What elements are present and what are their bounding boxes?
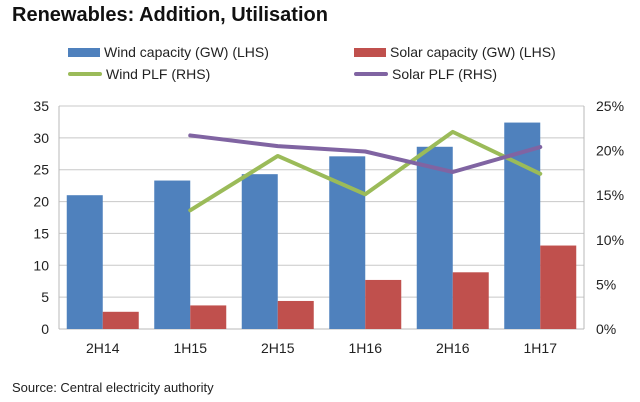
legend-swatch-wind-capacity: [68, 47, 100, 57]
legend-label: Solar PLF (RHS): [392, 66, 498, 82]
bar-wind-capacity-gw-lhs-2H14: [66, 195, 103, 329]
y-tick-label-left: 20: [33, 194, 49, 210]
bar-wind-capacity-gw-lhs-2H16: [416, 146, 453, 329]
y-tick-label-left: 30: [33, 130, 49, 146]
y-tick-label-right: 0%: [596, 321, 616, 337]
bar-wind-capacity-gw-lhs-2H15: [241, 174, 278, 329]
legend-swatch-solar-plf: [354, 72, 388, 76]
y-tick-label-left: 35: [33, 98, 49, 114]
x-tick-label: 1H15: [174, 340, 208, 356]
y-tick-label-right: 25%: [596, 98, 624, 114]
y-tick-label-right: 10%: [596, 232, 624, 248]
x-tick-label: 2H16: [436, 340, 470, 356]
y-tick-label-right: 5%: [596, 276, 616, 292]
bar-solar-capacity-gw-lhs-2H16: [452, 272, 489, 329]
source-note: Source: Central electricity authority: [12, 380, 214, 395]
y-tick-label-left: 25: [33, 162, 49, 178]
chart-title: Renewables: Addition, Utilisation: [12, 4, 328, 26]
x-tick-label: 1H17: [524, 340, 558, 356]
bar-solar-capacity-gw-lhs-1H15: [190, 305, 227, 329]
y-tick-label-left: 10: [33, 257, 49, 273]
legend-solar-capacity: Solar capacity (GW) (LHS): [354, 44, 556, 60]
legend-label: Wind capacity (GW) (LHS): [104, 44, 269, 60]
x-tick-label: 1H16: [349, 340, 383, 356]
legend-solar-plf: Solar PLF (RHS): [354, 66, 497, 82]
legend-swatch-wind-plf: [68, 72, 102, 76]
bar-solar-capacity-gw-lhs-1H17: [540, 245, 577, 329]
legend-label: Wind PLF (RHS): [106, 66, 211, 82]
bar-solar-capacity-gw-lhs-2H15: [277, 300, 314, 329]
line-wind-plf-rhs: [188, 129, 543, 213]
y-tick-label-left: 15: [33, 225, 49, 241]
y-tick-label-left: 5: [41, 289, 49, 305]
x-tick-label: 2H15: [261, 340, 295, 356]
y-tick-label-right: 15%: [596, 187, 624, 203]
legend-swatch-solar-capacity: [354, 47, 386, 57]
bar-wind-capacity-gw-lhs-1H15: [154, 180, 191, 329]
y-tick-label-right: 20%: [596, 143, 624, 159]
legend-wind-capacity: Wind capacity (GW) (LHS): [68, 44, 269, 60]
legend-label: Solar capacity (GW) (LHS): [390, 44, 556, 60]
line-solar-plf-rhs: [188, 133, 543, 175]
legend-wind-plf: Wind PLF (RHS): [68, 66, 210, 82]
bar-solar-capacity-gw-lhs-1H16: [365, 279, 402, 329]
bar-solar-capacity-gw-lhs-2H14: [102, 311, 139, 329]
x-tick-label: 2H14: [86, 340, 120, 356]
y-tick-label-left: 0: [41, 321, 49, 337]
